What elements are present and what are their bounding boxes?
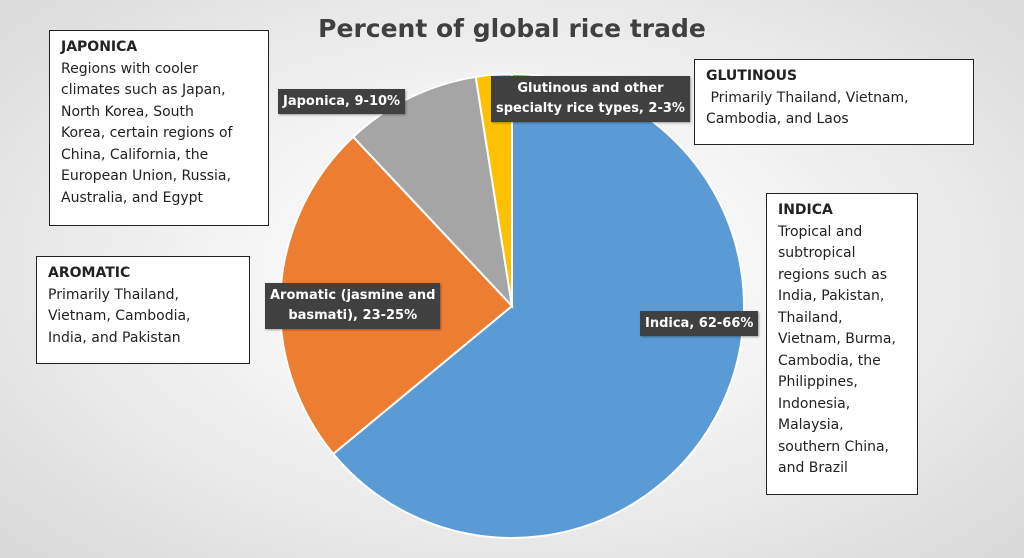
slice-label-japonica-text: Japonica, 9-10% [283,94,401,109]
indica-info-line: Indonesia, [778,395,851,412]
aromatic-info-box: AROMATIC Primarily Thailand, Vietnam, Ca… [36,256,250,364]
pie-slice-glutinous [474,72,513,307]
slice-label-indica: Indica, 62-66% [640,311,759,336]
japonica-info-line: Regions with cooler [61,60,198,77]
indica-info-line: Thailand, [778,309,843,326]
aromatic-info-line: Vietnam, Cambodia, [48,308,191,324]
slice-label-glutinous-line1: Glutinous and other [517,81,664,96]
indica-info-title: INDICA [778,202,833,218]
indica-info-line: southern China, [778,438,889,455]
pie-slice-japonica [351,75,514,310]
glutinous-info-title: GLUTINOUS [706,68,798,84]
slice-label-glutinous-line2: specialty rice types, 2-3% [496,101,685,116]
glutinous-info-box: GLUTINOUS Primarily Thailand, Vietnam, C… [694,59,974,145]
indica-info-line: regions such as [778,266,888,283]
indica-info-box: INDICA Tropical and subtropical regions … [766,193,918,495]
slice-label-aromatic-line2: basmati), 23-25% [288,308,418,323]
indica-info-line: India, Pakistan, [778,288,885,304]
japonica-info-line: North Korea, South [61,103,194,120]
slice-label-japonica: Japonica, 9-10% [278,89,406,114]
chart-title: Percent of global rice trade [318,14,706,43]
japonica-info-line: Korea, certain regions of [61,125,233,141]
indica-info-line: subtropical [778,245,856,261]
slice-label-glutinous: Glutinous and other specialty rice types… [491,76,690,122]
indica-info-line: Philippines, [778,374,858,390]
aromatic-info-line: Primarily Thailand, [48,286,179,303]
indica-info-line: Cambodia, the [778,352,881,369]
glutinous-info-line: Cambodia, and Laos [706,111,849,127]
slice-label-aromatic: Aromatic (jasmine and basmati), 23-25% [265,283,441,329]
japonica-info-box: JAPONICA Regions with cooler climates su… [49,30,269,226]
indica-info-line: and Brazil [778,460,848,476]
slice-label-indica-text: Indica, 62-66% [645,316,754,331]
aromatic-info-line: India, and Pakistan [48,329,181,346]
aromatic-info-title: AROMATIC [48,265,131,281]
slice-label-aromatic-line1: Aromatic (jasmine and [270,288,436,303]
japonica-info-line: climates such as Japan, [61,82,226,98]
japonica-info-title: JAPONICA [61,39,138,55]
glutinous-info-line: Primarily Thailand, Vietnam, [706,89,909,106]
japonica-info-line: Australia, and Egypt [61,189,204,206]
japonica-info-line: China, California, the [61,146,209,163]
indica-info-line: Malaysia, [778,417,844,433]
japonica-info-line: European Union, Russia, [61,168,231,184]
indica-info-line: Tropical and [778,223,863,240]
indica-info-line: Vietnam, Burma, [778,331,896,347]
